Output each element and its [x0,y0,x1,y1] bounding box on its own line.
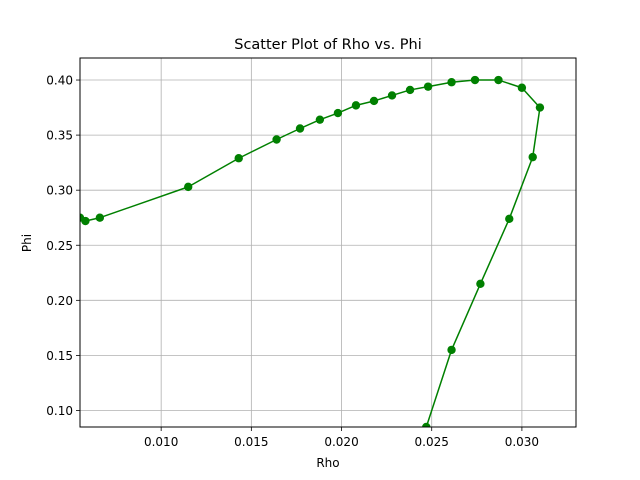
x-tick-label: 0.020 [324,435,358,449]
data-point [447,345,456,355]
data-point [447,78,456,87]
x-axis-label: Rho [316,456,339,470]
data-point [295,124,305,133]
y-tick-label: 0.35 [46,129,73,143]
data-point [234,154,243,163]
data-point [405,85,415,95]
data-point [505,214,514,224]
data-point [422,422,431,427]
axis-ticks: 0.010 0.015 0.020 0.025 0.030 0.10 0.15 0.20 0.2… [46,74,539,449]
data-point [315,115,325,124]
x-tick-label: 0.025 [415,435,449,449]
y-tick-label: 0.20 [46,294,73,308]
data-point [333,108,343,118]
y-tick-label: 0.40 [46,74,73,88]
y-tick-label: 0.25 [46,239,73,253]
y-axis-label: Phi [20,234,34,252]
data-point [369,96,379,106]
chart-title: Scatter Plot of Rho vs. Phi [234,37,422,53]
series-line [80,79,541,427]
y-tick-label: 0.15 [46,349,73,363]
data-point [517,83,527,92]
grid-lines [80,58,576,427]
data-point [387,91,397,100]
data-point [272,135,281,144]
data-point [476,279,485,289]
data-point [423,82,433,91]
data-series [80,75,545,427]
data-point [351,101,361,110]
data-point [184,182,193,192]
data-point [535,103,545,112]
data-point [528,152,537,162]
x-tick-label: 0.030 [505,435,539,449]
plot-frame [79,57,577,428]
data-point [81,216,90,226]
data-point [95,213,105,222]
data-point [494,75,503,85]
data-point [470,75,480,85]
y-tick-label: 0.10 [46,404,73,418]
x-tick-label: 0.010 [144,435,178,449]
y-tick-label: 0.30 [46,184,73,198]
x-tick-label: 0.015 [234,435,268,449]
